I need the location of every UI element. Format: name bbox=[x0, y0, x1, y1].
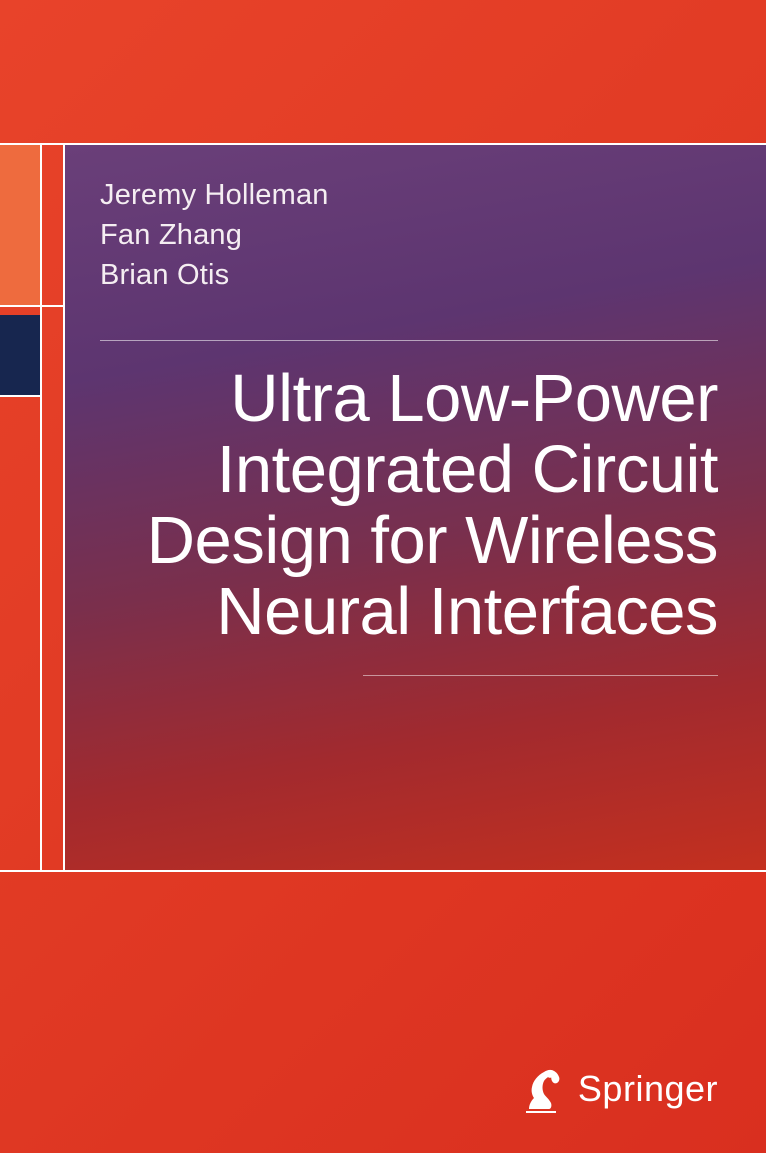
spine-accent-orange bbox=[0, 145, 40, 305]
separator-line bbox=[0, 305, 65, 307]
separator-line bbox=[0, 870, 766, 872]
separator-line bbox=[0, 395, 42, 397]
spine-accent-navy bbox=[0, 315, 40, 395]
springer-horse-icon bbox=[518, 1063, 564, 1115]
separator-line bbox=[40, 145, 42, 870]
rule-below-title bbox=[363, 675, 718, 676]
publisher-block: Springer bbox=[518, 1063, 718, 1115]
separator-line bbox=[63, 145, 65, 870]
author-line: Brian Otis bbox=[100, 255, 718, 295]
publisher-name: Springer bbox=[578, 1068, 718, 1110]
title-panel: Jeremy Holleman Fan Zhang Brian Otis Ult… bbox=[65, 145, 766, 870]
book-title: Ultra Low-Power Integrated Circuit Desig… bbox=[100, 363, 718, 647]
separator-line bbox=[0, 143, 766, 145]
author-line: Fan Zhang bbox=[100, 215, 718, 255]
book-cover: Jeremy Holleman Fan Zhang Brian Otis Ult… bbox=[0, 0, 766, 1153]
author-line: Jeremy Holleman bbox=[100, 175, 718, 215]
rule-above-title bbox=[100, 340, 718, 341]
